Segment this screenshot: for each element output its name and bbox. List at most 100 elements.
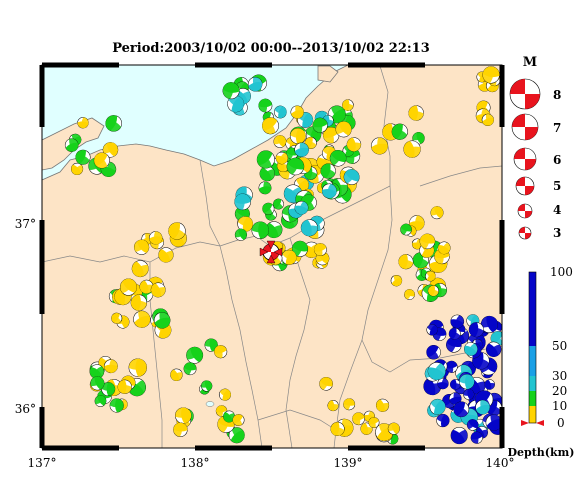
focal-mechanism-symbol: [426, 324, 438, 336]
focal-mechanism-symbol: [370, 137, 388, 155]
focal-mechanism-symbol: [153, 312, 171, 329]
focal-mechanism-symbol: [352, 412, 365, 426]
focal-mechanism-symbol: [71, 162, 84, 175]
y-tick-label: 37°: [15, 217, 36, 231]
focal-mechanism-symbol: [183, 362, 197, 376]
focal-mechanism-symbol: [262, 202, 275, 215]
focal-mechanism-symbol: [223, 410, 236, 423]
focal-mechanism-symbol: [139, 279, 154, 294]
focal-mechanism-symbol: [343, 169, 360, 185]
focal-mechanism-symbol: [75, 149, 91, 165]
magnitude-legend-title: M: [523, 55, 537, 70]
magnitude-legend-symbol: [511, 113, 539, 141]
focal-mechanism-symbol: [119, 278, 138, 296]
focal-mechanism-symbol: [90, 376, 105, 391]
focal-mechanism-symbol: [450, 314, 465, 329]
focal-mechanism-symbol: [289, 128, 306, 144]
focal-mechanism-symbol: [446, 336, 462, 353]
focal-mechanism-symbol: [468, 322, 484, 338]
focal-mechanism-symbol: [251, 221, 269, 239]
focal-mechanism-symbol: [150, 282, 166, 298]
focal-mechanism-symbol: [343, 398, 356, 411]
magnitude-legend: M 8 7 6 5 4 3: [509, 55, 561, 240]
focal-mechanism-symbol: [94, 395, 107, 407]
magnitude-label: 8: [553, 88, 561, 102]
focal-mechanism-symbol: [448, 327, 461, 340]
focal-mechanism-symbol: [104, 359, 118, 374]
focal-mechanism-symbol: [93, 152, 110, 169]
focal-mechanism-symbol: [466, 419, 479, 431]
depth-band-10-20: [529, 391, 536, 406]
focal-mechanism-symbol: [158, 247, 174, 263]
focal-mechanism-symbol: [204, 338, 218, 352]
focal-mechanism-symbol: [77, 117, 89, 129]
focal-mechanism-symbol: [342, 99, 354, 111]
focal-mechanism-symbol: [247, 77, 263, 92]
focal-mechanism-symbol: [404, 289, 415, 300]
x-tick-label: 140°: [486, 456, 515, 470]
focal-mechanism-symbol: [387, 422, 400, 435]
x-tick-label: 138°: [181, 456, 210, 470]
focal-mechanism-symbol: [256, 150, 275, 169]
magnitude-legend-symbol: [515, 176, 535, 196]
earthquake-events: [64, 66, 502, 445]
x-tick-label: 137°: [28, 456, 57, 470]
focal-mechanism-symbol: [234, 228, 248, 241]
x-axis-labels: 137° 138° 139° 140°: [28, 456, 515, 470]
focal-mechanism-symbol: [329, 149, 347, 167]
focal-mechanism-symbol: [265, 221, 283, 239]
focal-mechanism-symbol: [398, 254, 414, 270]
focal-mechanism-symbol: [186, 346, 204, 364]
focal-mechanism-symbol: [89, 364, 105, 379]
focal-mechanism-symbol: [485, 414, 502, 431]
lake: [205, 401, 215, 407]
focal-mechanism-symbol: [228, 427, 245, 444]
focal-mechanism-symbol: [391, 123, 408, 140]
focal-mechanism-symbol: [449, 379, 461, 390]
depth-band-20-30: [529, 376, 536, 391]
depth-tick-label: 0: [557, 416, 565, 430]
focal-mechanism-symbol: [430, 206, 444, 220]
focal-mechanism-symbol: [403, 140, 421, 158]
focal-mechanism-symbol: [133, 239, 150, 255]
focal-mechanism-symbol: [291, 240, 309, 257]
focal-mechanism-symbol: [436, 413, 450, 428]
focal-mechanism-symbol: [320, 163, 336, 179]
magnitude-label: 5: [553, 179, 561, 193]
depth-band-30-50: [529, 346, 536, 376]
magnitude-label: 7: [553, 121, 561, 135]
depth-band-0-10: [529, 406, 536, 423]
focal-mechanism-symbol: [294, 142, 309, 157]
magnitude-legend-symbol: [509, 78, 541, 110]
depth-tick-label: 50: [552, 339, 567, 353]
focal-mechanism-symbol: [425, 270, 436, 282]
focal-mechanism-symbol: [482, 66, 500, 84]
focal-mechanism-symbol: [128, 358, 147, 377]
focal-mechanism-symbol: [234, 193, 251, 211]
depth-tick-label: 10: [552, 399, 567, 413]
depth-legend: 100 50 30 20 10 0 Depth(km): [508, 265, 575, 459]
focal-mechanism-symbol: [290, 105, 304, 119]
focal-mechanism-symbol: [484, 379, 495, 390]
focal-mechanism-symbol: [175, 407, 192, 424]
map-frame: [39, 62, 505, 451]
focal-mechanism-symbol: [327, 399, 339, 412]
magnitude-label: 6: [553, 153, 561, 167]
magnitude-label: 4: [553, 203, 561, 217]
focal-mechanism-symbol: [419, 233, 436, 250]
focal-mechanism-symbol: [274, 105, 287, 119]
focal-mechanism-symbol: [335, 121, 352, 138]
highlight-event-marker: [259, 240, 283, 264]
focal-mechanism-symbol: [275, 151, 289, 165]
focal-mechanism-symbol: [390, 274, 403, 287]
focal-mechanism-symbol: [312, 117, 328, 133]
focal-mechanism-symbol: [294, 200, 309, 215]
depth-band-50-100: [529, 272, 536, 346]
focal-mechanism-symbol: [173, 422, 188, 437]
focal-mechanism-symbol: [437, 377, 449, 390]
focal-mechanism-symbol: [426, 344, 441, 360]
magnitude-legend-symbol: [518, 226, 532, 240]
depth-tick-label: 20: [552, 384, 567, 398]
focal-mechanism-symbol: [133, 310, 151, 328]
focal-mechanism-symbol: [214, 345, 228, 359]
